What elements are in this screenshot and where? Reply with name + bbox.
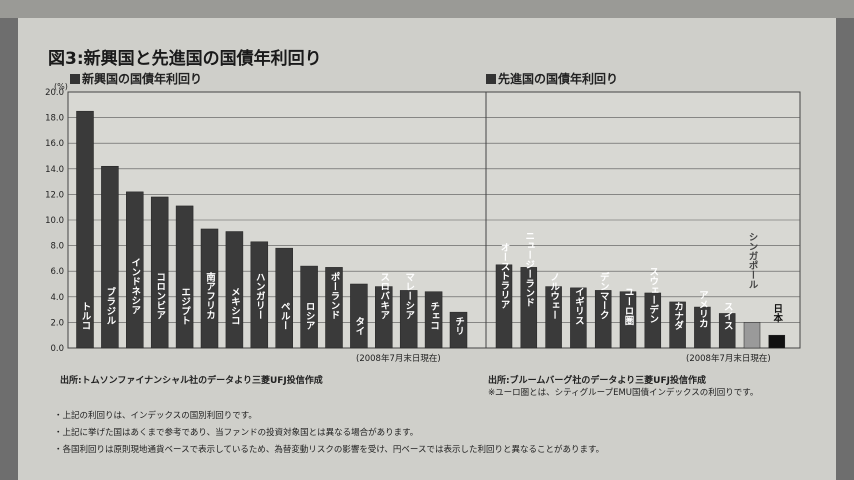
- developed-category-label: イギリス: [573, 287, 585, 325]
- emerging-category-label: ロシア: [304, 302, 316, 331]
- emerging-category-label: マレーシア: [403, 272, 415, 320]
- emerging-category-label: タイ: [353, 317, 365, 336]
- emerging-bar: [225, 231, 244, 349]
- y-tick-label: 0.0: [50, 344, 64, 354]
- emerging-bar: [375, 286, 393, 349]
- y-tick-label: 4.0: [50, 293, 64, 303]
- developed-bar: [495, 264, 513, 349]
- developed-category-label: スイス: [722, 302, 734, 331]
- emerging-bar: [200, 228, 219, 349]
- emerging-bar: [275, 247, 293, 349]
- emerging-category-label: コロンビア: [154, 272, 165, 320]
- emerging-heading-text: 新興国の国債年利回り: [82, 72, 203, 86]
- developed-source-note: ※ユーロ圏とは、シティグループEMU国債インデックスの利回りです。: [488, 388, 759, 398]
- emerging-bar: [424, 291, 443, 349]
- y-tick-label: 12.0: [45, 190, 64, 200]
- developed-as-of: (2008年7月末日現在): [686, 354, 771, 364]
- developed-category-label: ニュージーランド: [523, 231, 535, 307]
- developed-category-label: 日本: [771, 304, 783, 324]
- emerging-bar: [300, 265, 318, 349]
- developed-source: 出所:ブルームバーグ社のデータより三菱UFJ投信作成: [488, 376, 706, 386]
- developed-bar: [768, 334, 786, 349]
- emerging-category-label: ペルー: [279, 302, 291, 331]
- emerging-bar: [76, 110, 94, 349]
- developed-category-label: スウェーデン: [647, 266, 659, 323]
- y-tick-label: 16.0: [45, 139, 64, 149]
- developed-bar: [619, 291, 637, 349]
- y-tick-label: 18.0: [45, 114, 64, 124]
- emerging-category-label: チェコ: [428, 302, 440, 331]
- developed-category-label: アメリカ: [697, 290, 709, 328]
- developed-bar: [743, 322, 761, 349]
- emerging-bar: [101, 165, 119, 349]
- legend-square-icon: [70, 74, 80, 84]
- developed-bar: [594, 290, 612, 349]
- developed-category-label: シンガポール: [747, 232, 759, 289]
- developed-category-label: ノルウェー: [548, 272, 560, 320]
- y-tick-label: 8.0: [50, 242, 64, 252]
- y-tick-label: 2.0: [50, 318, 64, 328]
- emerging-bar: [126, 191, 144, 349]
- developed-heading-text: 先進国の国債年利回り: [498, 72, 619, 86]
- emerging-bar: [150, 196, 169, 349]
- emerging-source: 出所:トムソンファイナンシャル社のデータより三菱UFJ投信作成: [60, 376, 323, 386]
- y-tick-label: 14.0: [45, 165, 64, 175]
- developed-bar: [644, 292, 662, 349]
- emerging-bar: [449, 311, 468, 349]
- emerging-category-label: チリ: [453, 317, 465, 336]
- emerging-bar: [350, 283, 368, 349]
- developed-bar: [718, 313, 736, 349]
- developed-category-label: カナダ: [672, 302, 684, 331]
- emerging-bar: [399, 290, 418, 349]
- developed-category-label: デンマーク: [598, 272, 610, 320]
- emerging-heading: 新興国の国債年利回り: [70, 70, 202, 87]
- developed-bar: [694, 306, 711, 349]
- developed-bar: [520, 267, 538, 349]
- developed-category-label: オーストラリア: [499, 243, 511, 310]
- footnote-1: ・上記の利回りは、インデックスの国別利回りです。: [54, 411, 257, 421]
- emerging-bar: [175, 205, 194, 349]
- emerging-category-label: トルコ: [80, 302, 92, 331]
- y-tick-label: 20.0: [45, 88, 64, 98]
- emerging-category-label: 南アフリカ: [204, 272, 216, 320]
- developed-heading: 先進国の国債年利回り: [486, 70, 618, 87]
- emerging-category-label: スロバキア: [378, 272, 390, 320]
- emerging-category-label: ポーランド: [329, 272, 341, 320]
- emerging-category-label: ブラジル: [104, 286, 116, 325]
- developed-bar: [545, 286, 562, 349]
- developed-bar: [669, 301, 686, 349]
- figure-title: 図3:新興国と先進国の国債年利回り: [48, 49, 322, 69]
- legend-square-icon: [486, 74, 496, 84]
- y-tick-label: 6.0: [50, 267, 64, 277]
- emerging-bar: [250, 241, 269, 349]
- developed-bar: [570, 287, 587, 349]
- emerging-category-label: エジプト: [179, 287, 191, 325]
- emerging-category-label: メキシコ: [229, 287, 241, 325]
- emerging-category-label: ハンガリー: [254, 272, 266, 320]
- emerging-as-of: (2008年7月末日現在): [356, 354, 441, 364]
- footnote-3: ・各国利回りは原則現地通貨ベースで表示しているため、為替変動リスクの影響を受け、…: [54, 445, 605, 455]
- developed-category-label: ユーロ圏: [623, 287, 635, 326]
- emerging-category-label: インドネシア: [129, 258, 141, 315]
- y-unit-label: (%): [54, 82, 68, 91]
- emerging-bar: [325, 267, 343, 349]
- y-tick-label: 10.0: [45, 216, 64, 226]
- background-strip: [0, 0, 854, 18]
- footnote-2: ・上記に挙げた国はあくまで参考であり、当ファンドの投資対象国とは異なる場合があり…: [54, 428, 419, 438]
